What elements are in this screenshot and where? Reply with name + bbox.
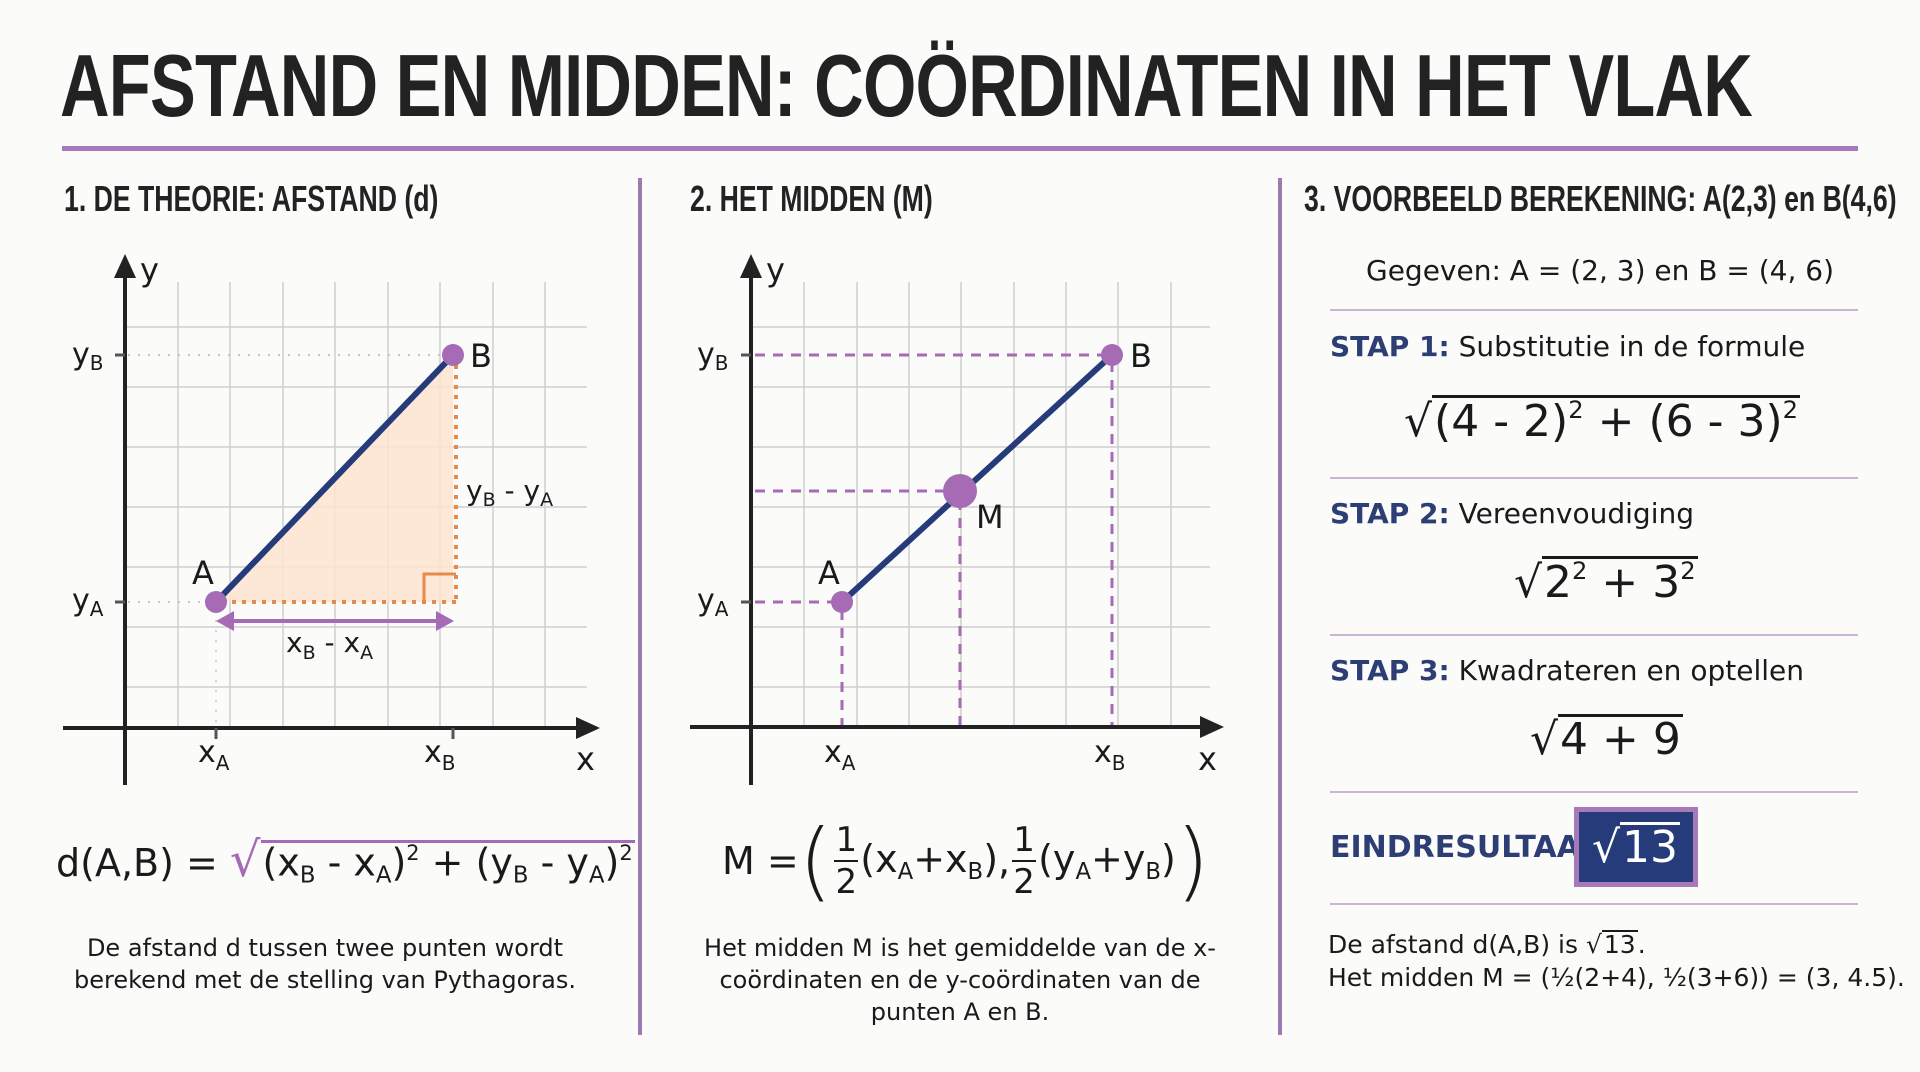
segment-ab (213, 352, 456, 605)
final-midpoint: Het midden M = (½(2+4), ½(3+6)) = (3, 4.… (1328, 963, 1905, 992)
y-axis-label: y (140, 251, 159, 289)
divider (1330, 309, 1858, 311)
step-1-math: √(4 - 2)2 + (6 - 3)2 (1404, 395, 1801, 448)
step-3-math: √4 + 9 (1530, 714, 1683, 765)
point-b-label: B (1130, 337, 1152, 375)
column-divider-1 (638, 178, 642, 1035)
result-box: √ 13 (1574, 807, 1698, 887)
section2-heading: 2. HET MIDDEN (M) (690, 178, 933, 219)
x-axis-label: x (1198, 740, 1217, 778)
midpoint-graph: y x B A M yB yA xA xB (690, 251, 1224, 785)
tick-yb: yB (72, 337, 104, 375)
step-2-math: √22 + 32 (1514, 556, 1698, 609)
point-a-label: A (818, 554, 840, 592)
tick-xb: xB (424, 735, 456, 775)
section3-heading: 3. VOORBEELD BEREKENING: A(2,3) en B(4,6… (1304, 178, 1897, 219)
point-m-label: M (976, 498, 1004, 536)
title-underline (62, 146, 1858, 151)
step-3-label: STAP 3: Kwadrateren en optellen (1330, 654, 1804, 687)
final-distance: De afstand d(A,B) is √13. (1328, 930, 1646, 959)
right-angle-marker (422, 572, 456, 602)
point-m (943, 474, 977, 508)
tick-xa: xA (198, 735, 230, 775)
tick-xb: xB (1094, 735, 1126, 775)
step-1-label: STAP 1: Substitutie in de formule (1330, 330, 1806, 363)
point-b (1101, 344, 1123, 366)
divider (1330, 903, 1858, 905)
divider (1330, 477, 1858, 479)
point-a (831, 591, 853, 613)
segment-ab (839, 352, 1115, 605)
projection-lines (755, 353, 1114, 725)
column-divider-2 (1278, 178, 1282, 1035)
tick-xa: xA (824, 735, 856, 775)
section1-description: De afstand d tussen twee punten wordt be… (74, 934, 576, 994)
point-a (205, 591, 227, 613)
point-a-label: A (192, 554, 214, 592)
page-title: AFSTAND EN MIDDEN: COÖRDINATEN IN HET VL… (60, 36, 1753, 135)
result-label: EINDRESULTAAT (1330, 830, 1599, 865)
section1-heading: 1. DE THEORIE: AFSTAND (d) (64, 178, 439, 219)
step-2-label: STAP 2: Vereenvoudiging (1330, 497, 1694, 530)
tick-ya: yA (72, 583, 104, 621)
vertical-leg-label: yB - yA (466, 474, 553, 511)
divider (1330, 791, 1858, 793)
given-values: Gegeven: A = (2, 3) en B = (4, 6) (1366, 254, 1835, 287)
section2-description: Het midden M is het gemiddelde van de x-… (704, 934, 1216, 1026)
point-b (442, 344, 464, 366)
x-axis-label: x (576, 740, 595, 778)
horizontal-leg-label: xB - xA (286, 626, 373, 664)
distance-graph: y x B A yB yA xA xB yB - yA xB - xA (63, 251, 600, 785)
tick-yb: yB (697, 337, 729, 375)
y-axis-label: y (766, 251, 785, 289)
divider (1330, 634, 1858, 636)
distance-formula: d(A,B) = √(xB - xA)2 + (yB - yA)2 (56, 832, 635, 889)
point-b-label: B (470, 337, 492, 375)
tick-ya: yA (697, 583, 729, 621)
